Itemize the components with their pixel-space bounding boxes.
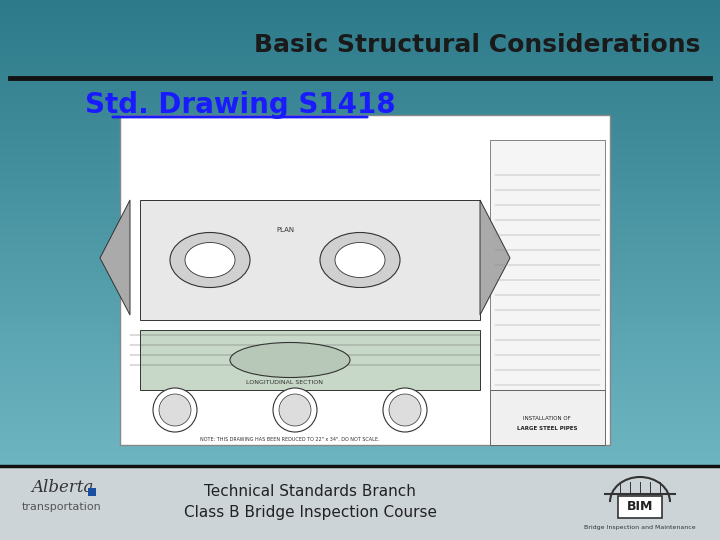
Text: NOTE: THIS DRAWING HAS BEEN REDUCED TO 22" x 34". DO NOT SCALE.: NOTE: THIS DRAWING HAS BEEN REDUCED TO 2… [200,437,379,442]
Text: LONGITUDINAL SECTION: LONGITUDINAL SECTION [246,380,323,384]
Text: PLAN: PLAN [276,227,294,233]
Bar [140,200,480,320]
Text: INSTALLATION OF: INSTALLATION OF [523,415,571,421]
Circle shape [273,388,317,432]
Ellipse shape [230,342,350,377]
Circle shape [389,394,421,426]
Bar [140,330,480,390]
Text: Bridge Inspection and Maintenance: Bridge Inspection and Maintenance [584,525,696,530]
Text: LARGE STEEL PIPES: LARGE STEEL PIPES [517,426,577,430]
Text: Alberta: Alberta [31,480,93,496]
Polygon shape [480,200,510,315]
Text: BIM: BIM [627,501,653,514]
Text: Technical Standards Branch: Technical Standards Branch [204,484,416,500]
Bar [0,468,720,540]
Bar [120,115,610,445]
Bar [490,390,605,445]
Ellipse shape [185,242,235,278]
Text: Class B Bridge Inspection Course: Class B Bridge Inspection Course [184,504,436,519]
Circle shape [383,388,427,432]
Bar [88,488,96,496]
Polygon shape [100,200,130,315]
Circle shape [153,388,197,432]
Circle shape [279,394,311,426]
Ellipse shape [170,233,250,287]
Bar [490,140,605,390]
Bar [618,496,662,518]
Circle shape [159,394,191,426]
Ellipse shape [320,233,400,287]
Text: Basic Structural Considerations: Basic Structural Considerations [253,33,700,57]
Text: transportation: transportation [22,502,102,512]
Ellipse shape [335,242,385,278]
Text: Std. Drawing S1418: Std. Drawing S1418 [85,91,395,119]
